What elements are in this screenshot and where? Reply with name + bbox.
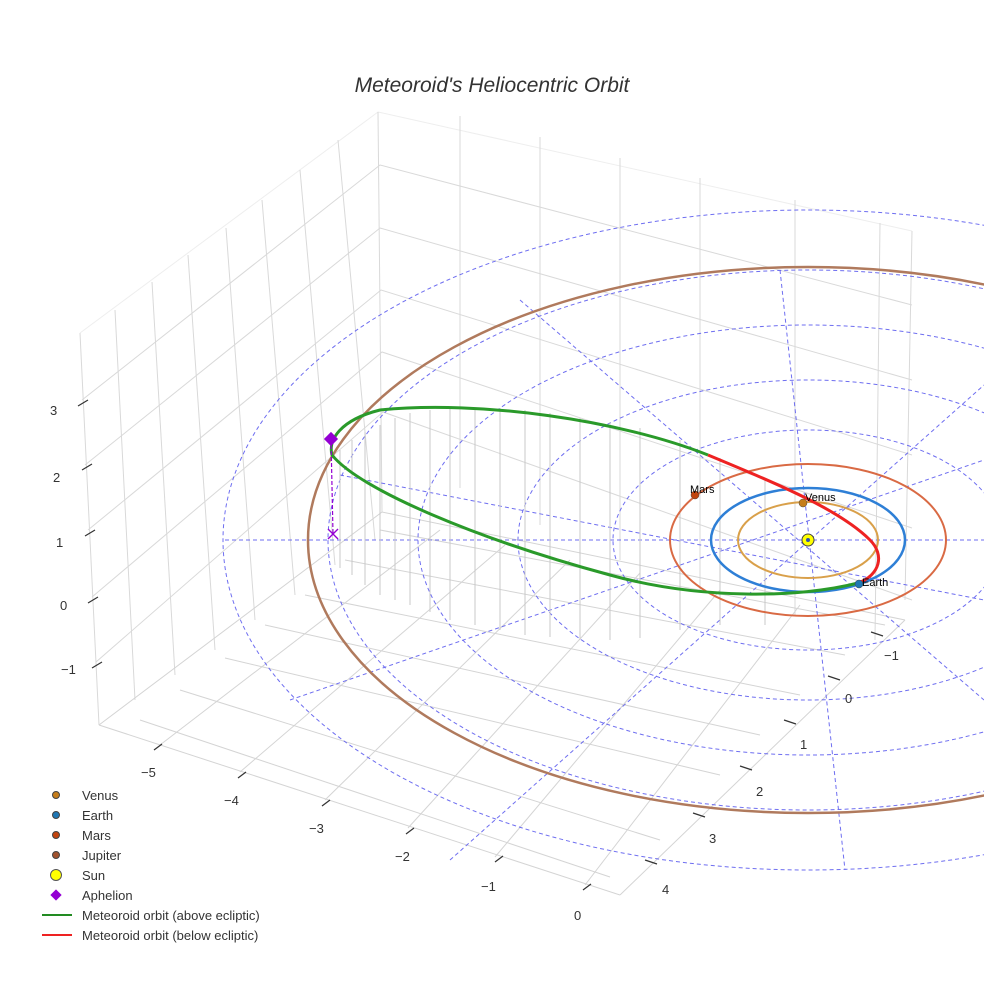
legend-item-mars[interactable]: Mars <box>36 825 260 845</box>
aphelion-drop-line <box>330 438 334 535</box>
circle-marker-icon <box>36 805 80 825</box>
legend-label: Meteoroid orbit (above ecliptic) <box>82 907 260 923</box>
mars-marker[interactable] <box>690 490 700 500</box>
venus-marker[interactable] <box>798 498 808 508</box>
grid-walls <box>79 111 913 726</box>
x-tick: −3 <box>309 821 324 836</box>
mars-label: Mars <box>690 484 715 496</box>
meteoroid-orbit-above[interactable] <box>329 405 859 596</box>
y-tick: 1 <box>800 737 807 752</box>
earth-marker[interactable] <box>854 579 864 589</box>
line-marker-icon <box>36 905 80 925</box>
legend-label: Sun <box>82 867 106 883</box>
y-tick: −1 <box>884 648 899 663</box>
y-axis <box>644 631 884 865</box>
x-tick: 0 <box>574 908 581 923</box>
legend-item-orbit-below[interactable]: Meteoroid orbit (below ecliptic) <box>36 925 260 945</box>
legend-item-orbit-above[interactable]: Meteoroid orbit (above ecliptic) <box>36 905 260 925</box>
legend-label: Mars <box>82 827 111 843</box>
drop-lines <box>339 408 766 640</box>
legend-label: Jupiter <box>82 847 122 863</box>
legend: Venus Earth Mars Jupiter Sun Aphelion Me… <box>36 785 260 945</box>
floor-grid <box>98 511 906 896</box>
line-marker-icon <box>36 925 80 945</box>
y-tick: 2 <box>756 784 763 799</box>
circle-marker-icon <box>36 845 80 865</box>
venus-label: Venus <box>805 492 836 504</box>
x-axis <box>153 743 592 891</box>
x-tick: −5 <box>141 765 156 780</box>
aphelion-projection-x-icon <box>327 528 339 540</box>
sun-marker-icon <box>36 865 80 885</box>
meteoroid-orbit-below[interactable] <box>707 453 880 585</box>
y-tick: 3 <box>709 831 716 846</box>
legend-item-earth[interactable]: Earth <box>36 805 260 825</box>
circle-marker-icon <box>36 825 80 845</box>
y-tick: 4 <box>662 882 669 897</box>
legend-item-sun[interactable]: Sun <box>36 865 260 885</box>
z-axis <box>77 399 103 669</box>
diamond-marker-icon <box>36 885 80 905</box>
legend-label: Earth <box>82 807 114 823</box>
z-tick: −1 <box>61 662 76 677</box>
circle-marker-icon <box>36 785 80 805</box>
sun-core <box>806 538 810 542</box>
z-tick: 2 <box>53 470 60 485</box>
x-tick: −2 <box>395 849 410 864</box>
earth-label: Earth <box>862 577 888 589</box>
aphelion-marker[interactable] <box>323 431 339 447</box>
y-tick: 0 <box>845 691 852 706</box>
mars-orbit <box>669 463 947 617</box>
legend-label: Venus <box>82 787 119 803</box>
legend-label: Aphelion <box>82 887 133 903</box>
legend-label: Meteoroid orbit (below ecliptic) <box>82 927 259 943</box>
x-tick: −1 <box>481 879 496 894</box>
z-tick: 1 <box>56 535 63 550</box>
legend-item-aphelion[interactable]: Aphelion <box>36 885 260 905</box>
venus-orbit <box>737 501 879 579</box>
legend-item-jupiter[interactable]: Jupiter <box>36 845 260 865</box>
z-tick: 0 <box>60 598 67 613</box>
z-tick: 3 <box>50 403 57 418</box>
x-tick: −4 <box>224 793 239 808</box>
chart-title: Meteoroid's Heliocentric Orbit <box>354 74 630 97</box>
legend-item-venus[interactable]: Venus <box>36 785 260 805</box>
jupiter-orbit <box>306 265 984 815</box>
